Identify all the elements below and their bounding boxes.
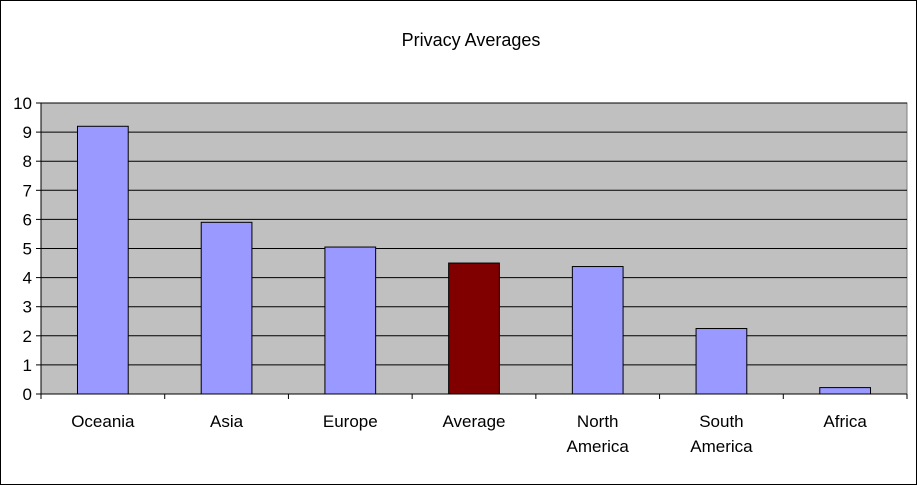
category-label-asia: Asia bbox=[210, 412, 244, 431]
y-tick-label: 5 bbox=[23, 240, 32, 259]
bars bbox=[76, 125, 872, 395]
bar-south-america bbox=[695, 328, 748, 395]
y-tick-label: 2 bbox=[23, 327, 32, 346]
y-tick-labels: 0 1 2 3 4 5 6 7 8 9 10 bbox=[13, 94, 32, 404]
category-labels: Oceania Asia Europe Average North America Sout… bbox=[71, 412, 867, 456]
bar-north-america bbox=[571, 266, 624, 395]
bar-europe bbox=[324, 246, 377, 395]
category-label-south-america: South America bbox=[690, 412, 753, 456]
y-tick-label: 0 bbox=[23, 385, 32, 404]
y-tick-label: 7 bbox=[23, 181, 32, 200]
chart-title: Privacy Averages bbox=[402, 30, 541, 50]
y-tick-label: 4 bbox=[23, 269, 32, 288]
category-label-oceania: Oceania bbox=[71, 412, 135, 431]
gridlines bbox=[41, 102, 907, 366]
category-label-africa: Africa bbox=[823, 412, 867, 431]
category-label-europe: Europe bbox=[323, 412, 378, 431]
y-tick-label: 8 bbox=[23, 152, 32, 171]
y-tick-label: 10 bbox=[13, 94, 32, 113]
y-tick-label: 9 bbox=[23, 123, 32, 142]
category-label-average: Average bbox=[442, 412, 505, 431]
bar-africa bbox=[819, 387, 872, 395]
y-tick-label: 3 bbox=[23, 298, 32, 317]
bar-average bbox=[448, 262, 500, 395]
bar-asia bbox=[200, 221, 253, 395]
y-tick-label: 6 bbox=[23, 210, 32, 229]
bar-oceania bbox=[76, 125, 129, 395]
y-tick-label: 1 bbox=[23, 356, 32, 375]
category-label-north-america: North America bbox=[567, 412, 630, 456]
